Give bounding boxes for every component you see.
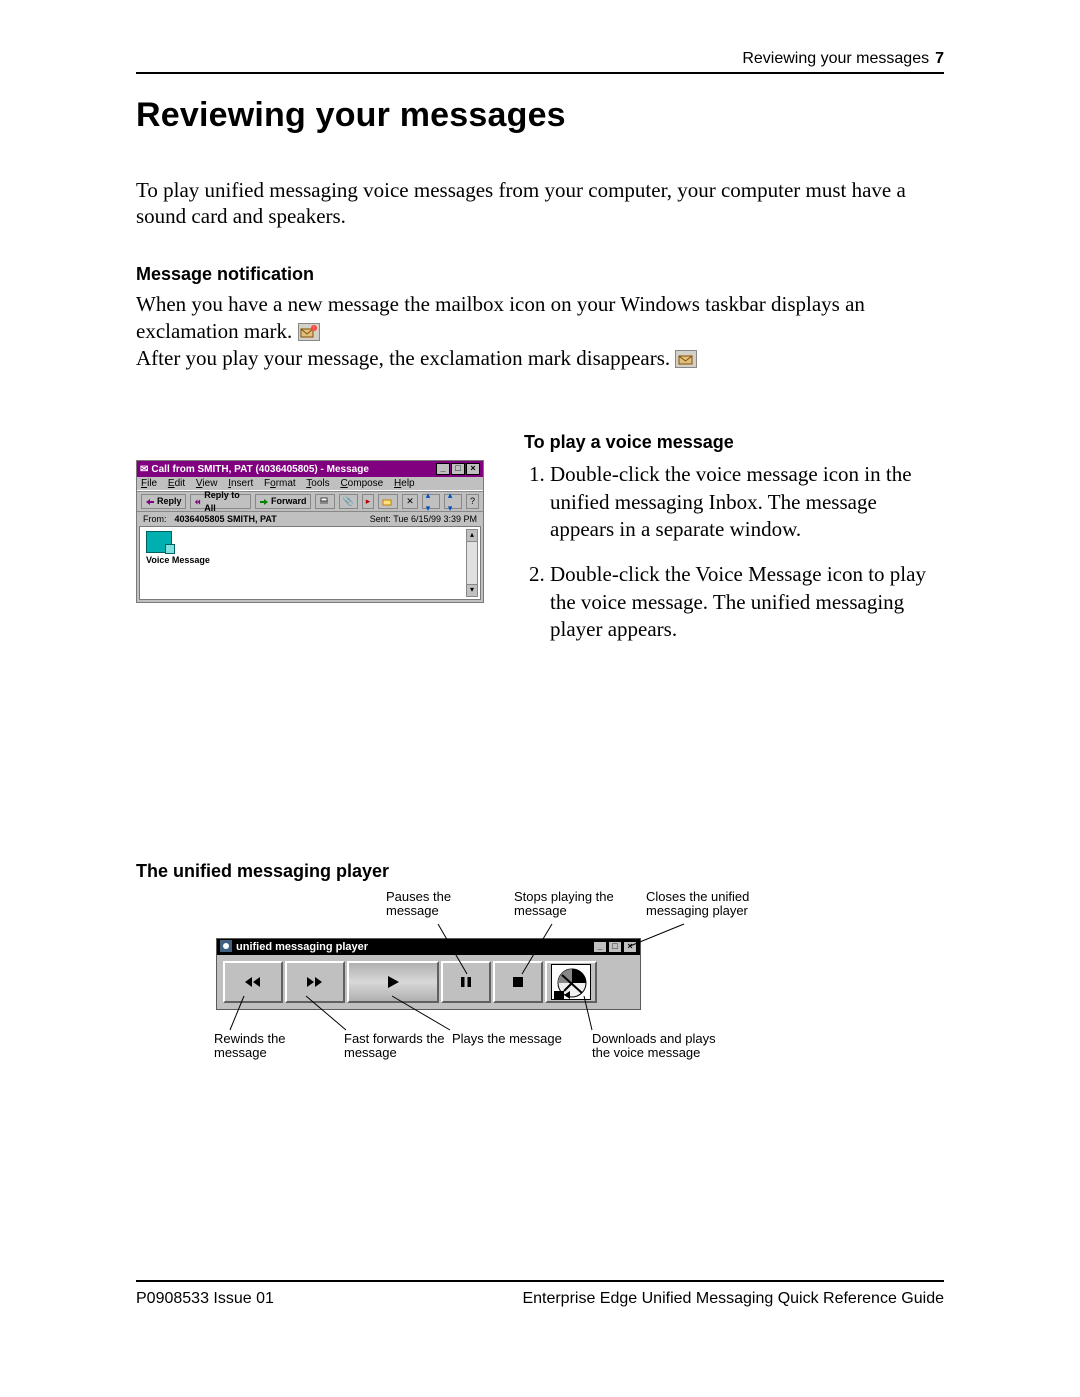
fast-forward-button[interactable] (285, 961, 345, 1003)
menu-edit[interactable]: Edit (168, 478, 185, 489)
forward-button[interactable]: Forward (255, 494, 311, 509)
pause-button[interactable] (441, 961, 491, 1003)
message-window-titlebar: ✉ Call from SMITH, PAT (4036405805) - Me… (137, 461, 483, 477)
notification-paragraph: When you have a new message the mailbox … (136, 291, 944, 373)
rewind-button[interactable] (223, 961, 283, 1003)
instructions-column: To play a voice message Double-click the… (524, 432, 944, 661)
player-window: unified messaging player _ □ × (216, 938, 641, 1010)
scrollbar[interactable]: ▴ ▾ (466, 529, 478, 597)
menu-view[interactable]: View (196, 478, 218, 489)
callout-ff: Fast forwards the message (344, 1032, 454, 1061)
maximize-button[interactable]: □ (451, 463, 465, 475)
print-button[interactable] (315, 494, 335, 509)
play-button[interactable] (347, 961, 439, 1003)
callout-rewind: Rewinds the message (214, 1032, 314, 1061)
message-window-title: Call from SMITH, PAT (4036405805) - Mess… (151, 464, 435, 475)
mailbox-icon (675, 350, 697, 368)
callout-close: Closes the unified messaging player (646, 890, 796, 919)
callout-pause: Pauses the message (386, 890, 486, 919)
player-section: The unified messaging player Pauses the … (136, 861, 944, 1010)
download-play-button[interactable] (545, 961, 597, 1003)
message-window: ✉ Call from SMITH, PAT (4036405805) - Me… (136, 460, 484, 603)
stop-button[interactable] (493, 961, 543, 1003)
notification-text-1: When you have a new message the mailbox … (136, 292, 865, 343)
rewind-icon (243, 975, 263, 989)
page: Reviewing your messages 7 Reviewing your… (136, 50, 944, 1020)
screenshot-column: ✉ Call from SMITH, PAT (4036405805) - Me… (136, 432, 496, 661)
footer-left: P0908533 Issue 01 (136, 1290, 522, 1308)
player-title: unified messaging player (236, 941, 592, 953)
reply-button[interactable]: Reply (141, 494, 186, 509)
message-window-toolbar: Reply Reply to All Forward 📎 ▸ (137, 491, 483, 512)
page-footer: P0908533 Issue 01 Enterprise Edge Unifie… (136, 1280, 944, 1308)
player-minimize-button[interactable]: _ (593, 941, 607, 953)
player-app-icon (220, 940, 232, 955)
stop-icon (512, 976, 524, 988)
from-label: From: (143, 514, 167, 524)
from-value: 4036405805 SMITH, PAT (175, 514, 370, 524)
play-step-1: Double-click the voice message icon in t… (550, 461, 944, 543)
play-step-2: Double-click the Voice Message icon to p… (550, 561, 944, 643)
player-body (217, 955, 640, 1009)
notification-text-2: After you play your message, the exclama… (136, 346, 670, 370)
move-button[interactable] (378, 494, 398, 509)
menu-help[interactable]: Help (394, 478, 415, 489)
callout-download: Downloads and plays the voice message (592, 1032, 722, 1061)
voice-message-icon (146, 531, 172, 553)
header-section: Reviewing your messages (742, 50, 929, 68)
mailbox-alert-icon: ! (298, 323, 320, 341)
message-body: Voice Message ▴ ▾ (139, 526, 481, 600)
play-steps: Double-click the voice message icon in t… (524, 461, 944, 643)
callout-play: Plays the message (452, 1032, 592, 1046)
sent-label-value: Sent: Tue 6/15/99 3:39 PM (370, 514, 477, 524)
voice-message-attachment[interactable]: Voice Message (146, 531, 474, 565)
section-heading-notification: Message notification (136, 264, 944, 285)
next-button[interactable]: ▴ ▾ (444, 494, 462, 509)
scroll-down-icon[interactable]: ▾ (467, 584, 477, 596)
menu-format[interactable]: Format (264, 478, 296, 489)
two-column-section: ✉ Call from SMITH, PAT (4036405805) - Me… (136, 432, 944, 661)
player-diagram: Pauses the message Stops playing the mes… (216, 896, 916, 1010)
menu-tools[interactable]: Tools (306, 478, 329, 489)
player-close-button[interactable]: × (623, 941, 637, 953)
voice-message-label: Voice Message (146, 555, 210, 565)
section-heading-player: The unified messaging player (136, 861, 944, 882)
attach-button[interactable]: 📎 (339, 494, 358, 509)
player-titlebar: unified messaging player _ □ × (217, 939, 640, 955)
pause-icon (460, 976, 472, 988)
help-button[interactable]: ? (466, 494, 479, 509)
flag-button[interactable]: ▸ (362, 494, 375, 509)
mail-icon: ✉ (140, 464, 148, 475)
footer-right: Enterprise Edge Unified Messaging Quick … (522, 1290, 944, 1308)
intro-paragraph: To play unified messaging voice messages… (136, 177, 944, 230)
scroll-up-icon[interactable]: ▴ (467, 530, 477, 542)
minimize-button[interactable]: _ (436, 463, 450, 475)
page-title: Reviewing your messages (136, 96, 944, 135)
section-heading-play: To play a voice message (524, 432, 944, 453)
prev-button[interactable]: ▴ ▾ (422, 494, 440, 509)
player-maximize-button[interactable]: □ (608, 941, 622, 953)
running-header: Reviewing your messages 7 (136, 50, 944, 74)
play-icon (385, 975, 401, 989)
menu-insert[interactable]: Insert (228, 478, 253, 489)
reply-all-button[interactable]: Reply to All (190, 494, 251, 509)
fast-forward-icon (305, 975, 325, 989)
menu-compose[interactable]: Compose (340, 478, 383, 489)
close-button[interactable]: × (466, 463, 480, 475)
message-info-bar: From: 4036405805 SMITH, PAT Sent: Tue 6/… (137, 512, 483, 526)
callout-stop: Stops playing the message (514, 890, 644, 919)
menu-file[interactable]: File (141, 478, 157, 489)
delete-button[interactable]: ✕ (402, 494, 418, 509)
download-play-icon (551, 964, 591, 1000)
header-page-number: 7 (935, 50, 944, 68)
